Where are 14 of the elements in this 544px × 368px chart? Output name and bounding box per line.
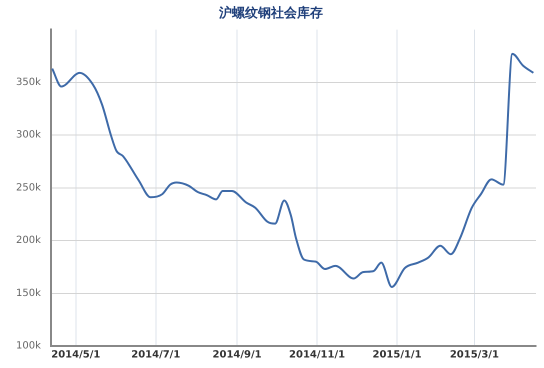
chart-title: 沪螺纹钢社会库存 [218,5,323,22]
x-tick-label: 2015/3/1 [450,350,499,361]
y-tick-label: 300k [16,130,42,141]
y-tick-label: 150k [16,288,42,299]
x-tick-label: 2014/11/1 [289,350,346,361]
line-series [51,52,534,288]
x-tick-label: 2015/1/1 [372,350,422,361]
x-tick-label: 2014/5/1 [51,350,100,361]
y-tick-label: 100k [16,340,42,352]
y-tick-label: 200k [16,235,42,246]
y-tick-label: 250k [16,182,42,194]
y-tick-label: 350k [16,76,42,88]
x-tick-label: 2014/9/1 [212,350,262,361]
x-tick-label: 2014/7/1 [131,350,180,361]
